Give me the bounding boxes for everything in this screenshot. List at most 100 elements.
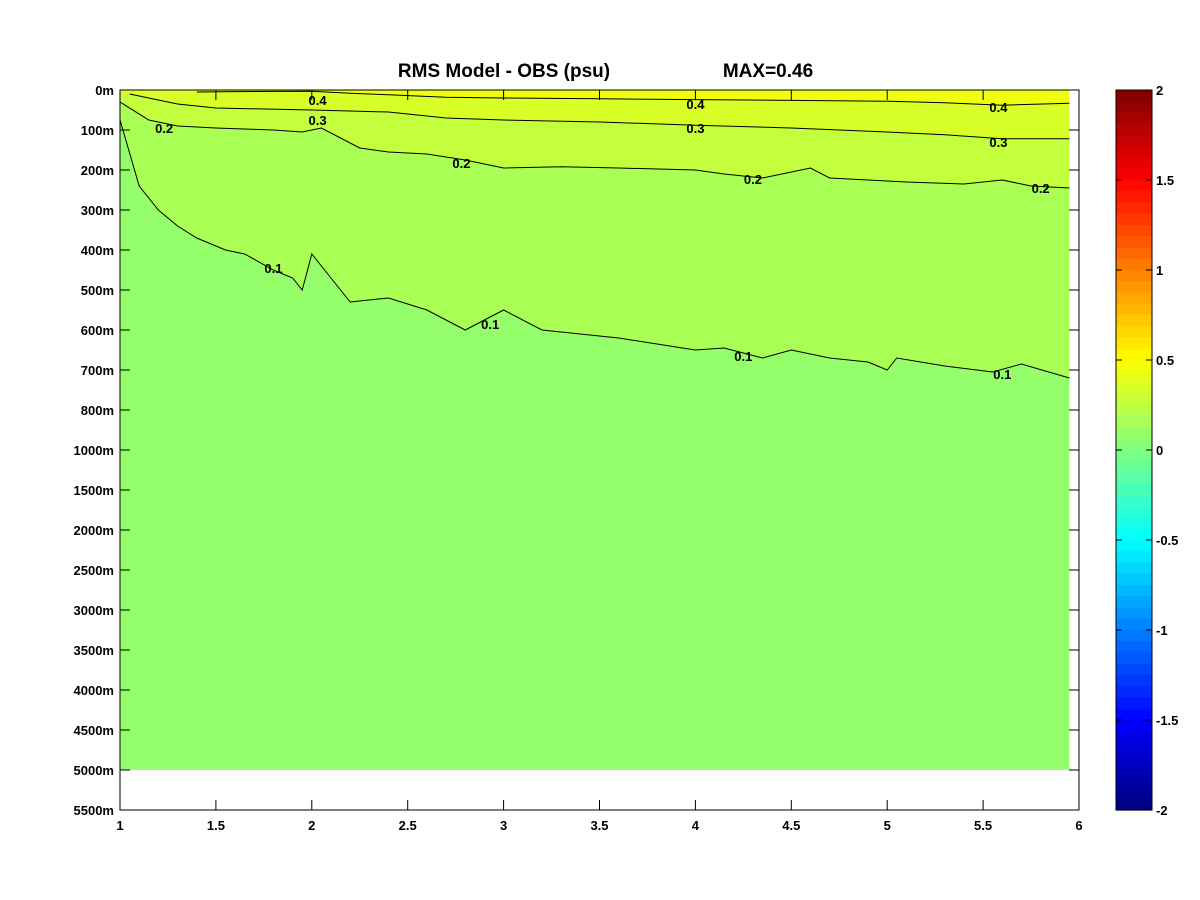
contour-line-0.4: [196, 90, 1070, 106]
colorbar-tick-label: -1.5: [1156, 713, 1178, 728]
colorbar-step: [1116, 213, 1152, 226]
colorbar-step: [1116, 495, 1152, 507]
colorbar-step: [1116, 607, 1152, 620]
colorbar-step: [1116, 303, 1152, 316]
colorbar-step: [1116, 236, 1152, 249]
colorbar-step: [1116, 686, 1152, 699]
axes-layer: 1 1.5 2 2.5 3 3.5 4 4.5 5 5.5 6 0m 100m 200m 300m 400m 5…: [74, 83, 1083, 833]
x-tick-label: 6: [1075, 818, 1082, 833]
x-tick-label: 5.5: [974, 818, 992, 833]
colorbar-tick-label: 1: [1156, 263, 1163, 278]
colorbar-step: [1116, 483, 1152, 496]
colorbar-step: [1116, 562, 1152, 575]
colorbar-step: [1116, 135, 1152, 147]
colorbar-tick-label: 0.5: [1156, 353, 1174, 368]
colorbar-step: [1116, 787, 1152, 800]
contour-label-0.3: 0.3: [309, 113, 327, 128]
colorbar-step: [1116, 360, 1152, 372]
colorbar-step: [1116, 202, 1152, 215]
contour-label-0.2: 0.2: [1032, 181, 1050, 196]
x-tick-label: 5: [884, 818, 891, 833]
colorbar-step: [1116, 517, 1152, 530]
y-tick-label: 2500m: [74, 563, 114, 578]
x-tick-label: 1: [116, 818, 123, 833]
y-tick-label: 500m: [81, 283, 114, 298]
colorbar-step: [1116, 506, 1152, 519]
contour-label-0.1: 0.1: [734, 349, 752, 364]
y-tick-label: 5500m: [74, 803, 114, 818]
fill-band-0.3-0.4: [120, 90, 1070, 139]
x-tick-label: 4: [692, 818, 700, 833]
y-tick-label: 600m: [81, 323, 114, 338]
colorbar-step: [1116, 326, 1152, 339]
y-tick-label: 0m: [95, 83, 114, 98]
y-tick-label: 1500m: [74, 483, 114, 498]
colorbar-step: [1116, 630, 1152, 642]
contour-label-0.1: 0.1: [993, 367, 1011, 382]
colorbar-step: [1116, 641, 1152, 654]
colorbar-tick-label: 1.5: [1156, 173, 1174, 188]
colorbar-step: [1116, 292, 1152, 305]
colorbar-step: [1116, 573, 1152, 586]
colorbar-step: [1116, 472, 1152, 485]
y-tick-label: 100m: [81, 123, 114, 138]
y-tick-label: 200m: [81, 163, 114, 178]
colorbar-step: [1116, 337, 1152, 350]
y-tick-label: 800m: [81, 403, 114, 418]
contour-label-0.2: 0.2: [155, 121, 173, 136]
contour-label-0.4: 0.4: [989, 100, 1008, 115]
colorbar-step: [1116, 551, 1152, 564]
max-value-label: MAX=0.46: [723, 61, 813, 82]
colorbar-step: [1116, 720, 1152, 732]
colorbar-step: [1116, 123, 1152, 136]
colorbar-step: [1116, 382, 1152, 395]
y-tick-label: 3000m: [74, 603, 114, 618]
colorbar-step: [1116, 416, 1152, 429]
contour-label-0.1: 0.1: [264, 261, 282, 276]
x-tick-label: 3: [500, 818, 507, 833]
colorbar-tick-label: -0.5: [1156, 533, 1178, 548]
contour-label-0.3: 0.3: [686, 121, 704, 136]
colorbar-tick-label: 2: [1156, 83, 1163, 98]
colorbar-step: [1116, 798, 1152, 811]
colorbar-step: [1116, 191, 1152, 204]
x-tick-label: 3.5: [590, 818, 608, 833]
y-tick-label: 700m: [81, 363, 114, 378]
colorbar-step: [1116, 652, 1152, 665]
colorbar-step: [1116, 180, 1152, 192]
colorbar-step: [1116, 146, 1152, 159]
colorbar-step: [1116, 393, 1152, 406]
contour-label-0.1: 0.1: [481, 317, 499, 332]
colorbar-step: [1116, 461, 1152, 474]
colorbar-step: [1116, 753, 1152, 766]
colorbar-step: [1116, 776, 1152, 789]
contour-line-0.2: [119, 101, 1070, 189]
colorbar-step: [1116, 675, 1152, 687]
colorbar-step: [1116, 731, 1152, 744]
colorbar-step: [1116, 101, 1152, 114]
contour-fill-layer: [120, 90, 1070, 770]
colorbar-step: [1116, 315, 1152, 327]
x-tick-label: 1.5: [207, 818, 225, 833]
colorbar-step: [1116, 247, 1152, 260]
fill-band-0.4-0.5: [120, 90, 1070, 106]
colorbar-step: [1116, 697, 1152, 710]
colorbar-step: [1116, 112, 1152, 125]
y-tick-label: 1000m: [74, 443, 114, 458]
contour-line-0.1: [119, 119, 1070, 379]
y-tick-label: 3500m: [74, 643, 114, 658]
colorbar-step: [1116, 348, 1152, 361]
colorbar-step: [1116, 157, 1152, 170]
colorbar-step: [1116, 618, 1152, 631]
colorbar-tick-label: 0: [1156, 443, 1163, 458]
colorbar-step: [1116, 258, 1152, 271]
y-tick-label: 4500m: [74, 723, 114, 738]
x-tick-label: 4.5: [782, 818, 800, 833]
colorbar-step: [1116, 540, 1152, 552]
colorbar-step: [1116, 438, 1152, 451]
colorbar-step: [1116, 371, 1152, 384]
colorbar-step: [1116, 528, 1152, 541]
contour-label-0.2: 0.2: [452, 156, 470, 171]
